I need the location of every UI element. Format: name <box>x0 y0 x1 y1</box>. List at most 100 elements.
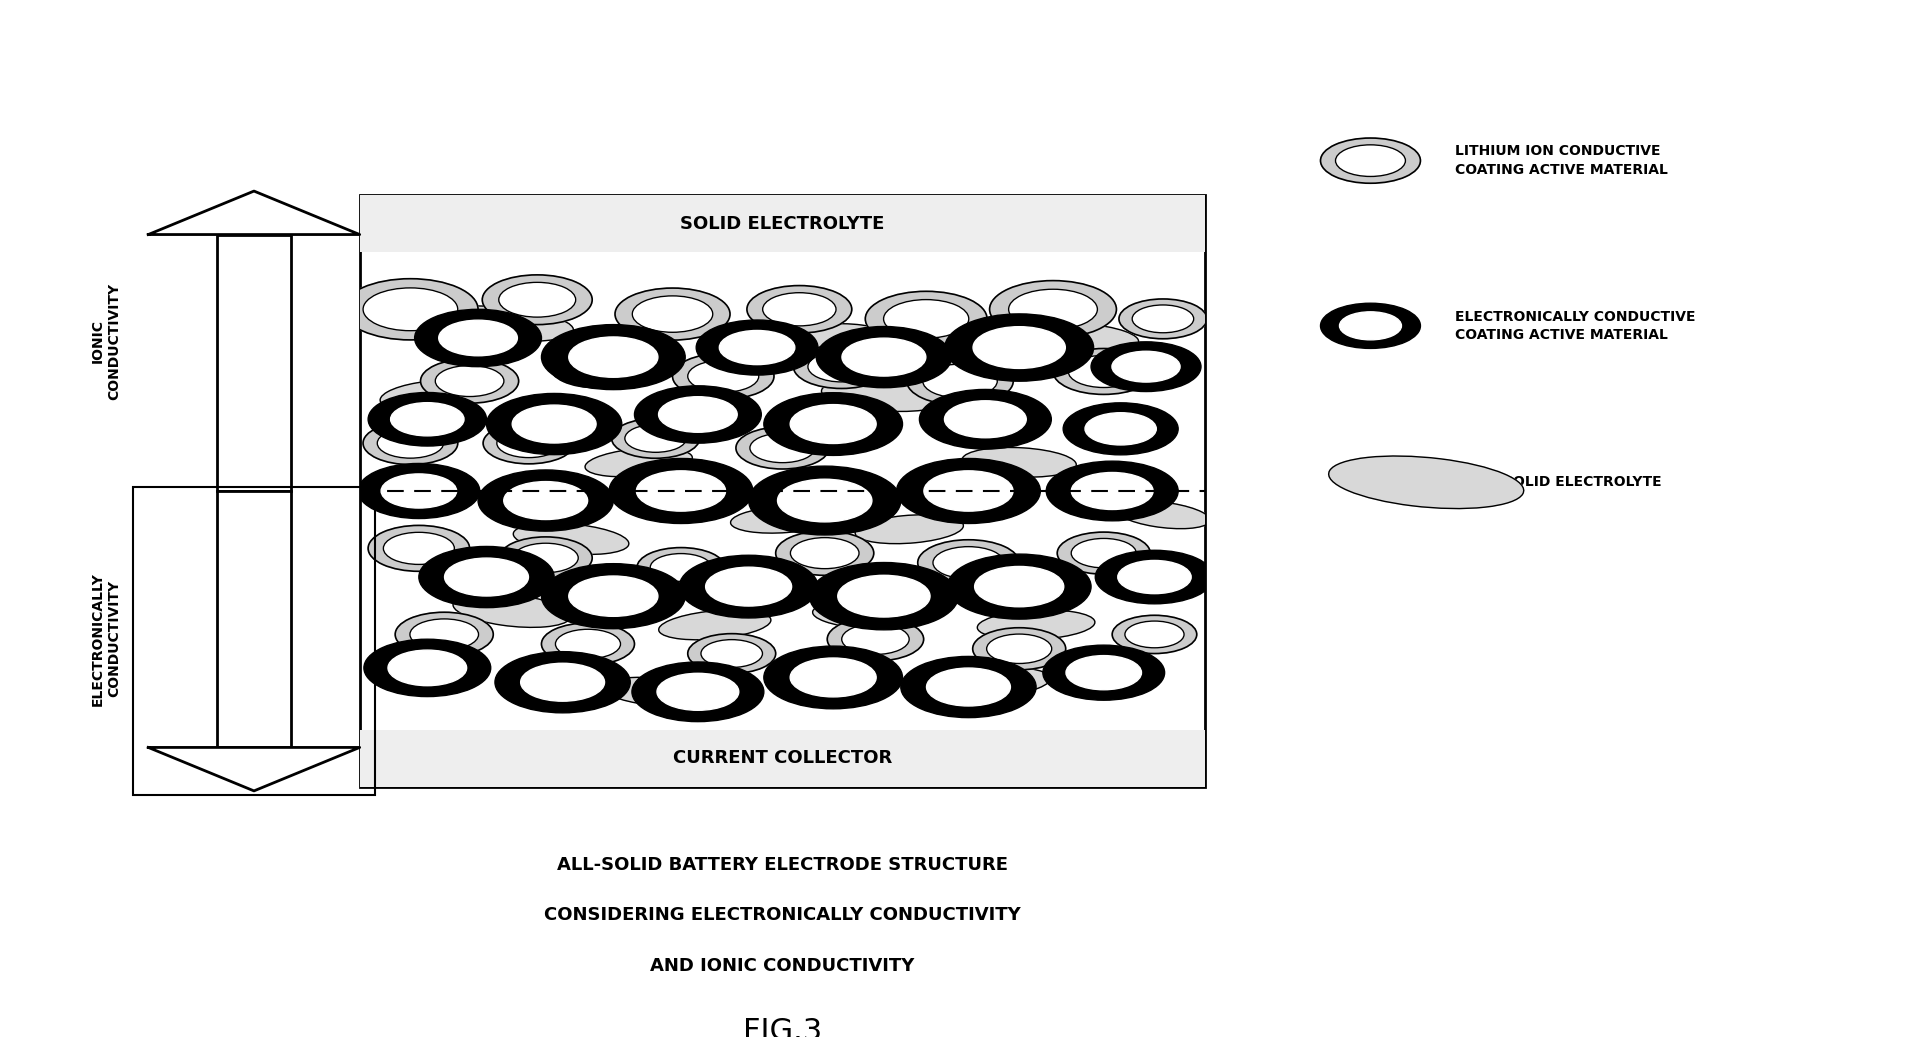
Circle shape <box>390 402 463 436</box>
Circle shape <box>919 390 1052 449</box>
Circle shape <box>1320 138 1420 184</box>
Circle shape <box>828 617 924 661</box>
Ellipse shape <box>766 324 884 353</box>
Circle shape <box>436 365 504 396</box>
Ellipse shape <box>822 380 946 412</box>
Circle shape <box>542 564 685 628</box>
Circle shape <box>1320 303 1420 348</box>
Circle shape <box>809 352 876 382</box>
Bar <box>359 195 1204 786</box>
Circle shape <box>932 546 1004 579</box>
Circle shape <box>482 422 575 464</box>
Circle shape <box>791 537 859 568</box>
Circle shape <box>1096 551 1214 604</box>
Circle shape <box>762 292 836 326</box>
Circle shape <box>679 555 818 618</box>
Circle shape <box>369 392 486 446</box>
Circle shape <box>513 543 579 572</box>
Circle shape <box>735 427 830 469</box>
Circle shape <box>1067 356 1139 388</box>
Circle shape <box>564 352 629 382</box>
Circle shape <box>1065 655 1141 690</box>
Circle shape <box>1058 532 1150 574</box>
Circle shape <box>764 393 903 455</box>
Circle shape <box>415 309 542 367</box>
Circle shape <box>419 546 554 608</box>
Circle shape <box>633 296 712 332</box>
Circle shape <box>1339 312 1401 340</box>
Circle shape <box>720 331 795 365</box>
Bar <box>359 195 1204 252</box>
Ellipse shape <box>602 677 708 706</box>
Circle shape <box>778 479 872 522</box>
Circle shape <box>521 664 604 701</box>
Ellipse shape <box>585 448 693 477</box>
Circle shape <box>569 576 658 616</box>
Text: FIG.3: FIG.3 <box>743 1016 822 1037</box>
Circle shape <box>1071 473 1152 509</box>
Circle shape <box>616 288 730 340</box>
Circle shape <box>388 650 467 685</box>
Circle shape <box>926 668 1011 706</box>
Text: ELECTRONICALLY CONDUCTIVE
COATING ACTIVE MATERIAL: ELECTRONICALLY CONDUCTIVE COATING ACTIVE… <box>1455 310 1696 342</box>
Bar <box>133 486 374 795</box>
Circle shape <box>365 639 490 697</box>
Ellipse shape <box>434 306 573 341</box>
Ellipse shape <box>1116 501 1210 529</box>
Ellipse shape <box>454 593 571 627</box>
Circle shape <box>1063 402 1177 455</box>
Circle shape <box>897 458 1040 524</box>
Bar <box>359 730 1204 786</box>
Circle shape <box>975 566 1063 607</box>
Ellipse shape <box>731 506 834 533</box>
Circle shape <box>369 526 469 571</box>
Circle shape <box>658 397 737 432</box>
Circle shape <box>1336 145 1405 176</box>
Circle shape <box>973 327 1065 368</box>
Circle shape <box>396 612 494 656</box>
Bar <box>216 234 291 491</box>
Circle shape <box>409 619 479 650</box>
Circle shape <box>542 623 635 665</box>
Ellipse shape <box>380 381 475 410</box>
Circle shape <box>749 466 901 535</box>
Circle shape <box>1112 615 1197 653</box>
Circle shape <box>384 532 454 564</box>
Circle shape <box>776 531 874 576</box>
Circle shape <box>924 471 1013 511</box>
Circle shape <box>500 537 593 579</box>
Circle shape <box>687 634 776 673</box>
Circle shape <box>479 470 614 531</box>
Circle shape <box>793 345 890 389</box>
Text: ALL-SOLID BATTERY ELECTRODE STRUCTURE: ALL-SOLID BATTERY ELECTRODE STRUCTURE <box>558 856 1007 874</box>
Circle shape <box>357 464 481 518</box>
Circle shape <box>556 629 621 658</box>
Circle shape <box>816 327 951 388</box>
Ellipse shape <box>1328 456 1523 508</box>
Text: CURRENT COLLECTOR: CURRENT COLLECTOR <box>674 750 892 767</box>
Circle shape <box>610 458 753 524</box>
Polygon shape <box>149 748 359 791</box>
Circle shape <box>841 338 926 376</box>
Circle shape <box>919 539 1019 586</box>
Circle shape <box>923 364 998 398</box>
Circle shape <box>656 673 739 710</box>
Circle shape <box>706 567 791 606</box>
Circle shape <box>1054 348 1154 394</box>
Circle shape <box>944 400 1027 438</box>
Circle shape <box>1125 621 1185 648</box>
Circle shape <box>1071 538 1137 568</box>
Circle shape <box>376 428 444 458</box>
Circle shape <box>884 300 969 338</box>
Ellipse shape <box>1019 323 1139 353</box>
Polygon shape <box>149 191 359 234</box>
Text: CONSIDERING ELECTRONICALLY CONDUCTIVITY: CONSIDERING ELECTRONICALLY CONDUCTIVITY <box>544 906 1021 924</box>
Circle shape <box>1009 289 1098 330</box>
Circle shape <box>1119 299 1206 339</box>
Circle shape <box>838 576 930 617</box>
Circle shape <box>438 320 517 356</box>
Circle shape <box>973 627 1065 670</box>
Circle shape <box>701 640 762 668</box>
Text: SOLID ELECTROLYTE: SOLID ELECTROLYTE <box>1503 475 1662 489</box>
Circle shape <box>504 481 587 520</box>
